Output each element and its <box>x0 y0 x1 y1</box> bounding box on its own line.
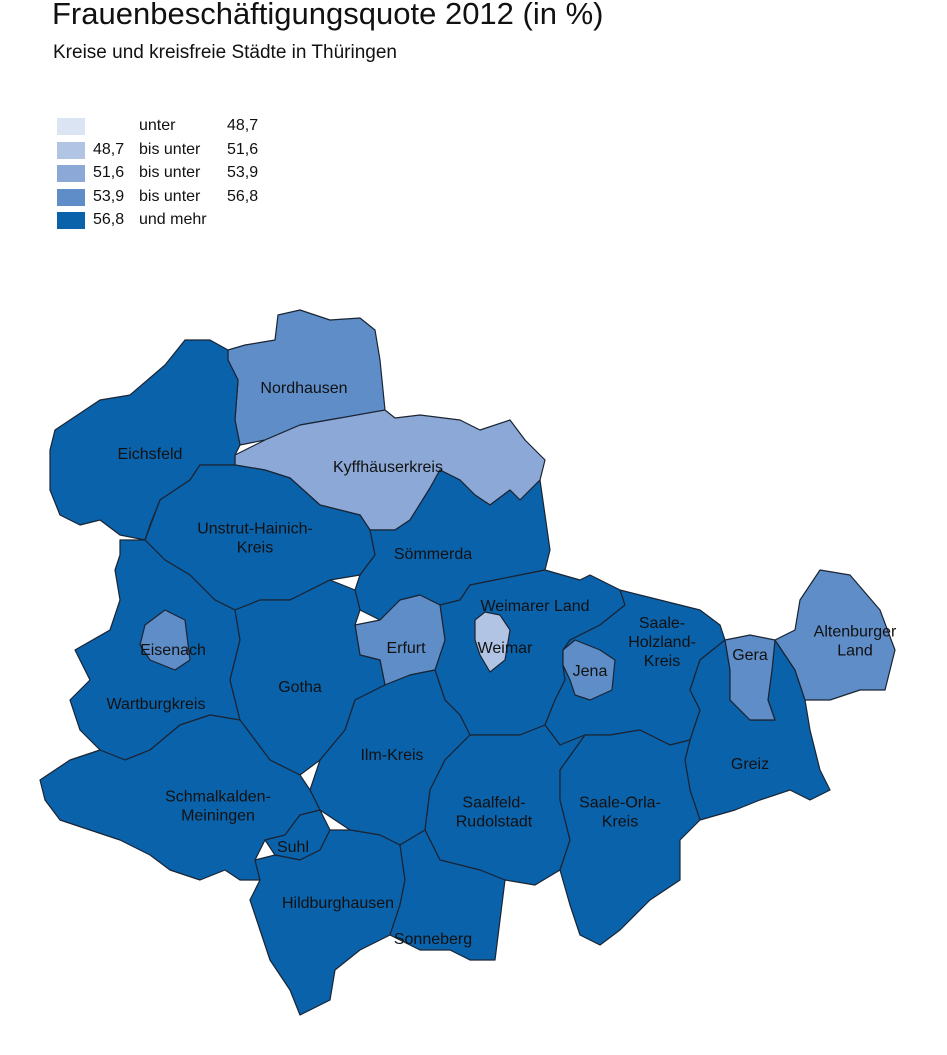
region-label-saale-orla-kreis: Kreis <box>602 814 638 831</box>
region-label-erfurt: Erfurt <box>386 640 426 657</box>
legend-mid: bis unter <box>139 187 201 205</box>
region-label-schmalkalden-meiningen: Meiningen <box>181 808 255 825</box>
region-gera <box>724 634 776 721</box>
legend-mid: bis unter <box>139 164 201 181</box>
region-eichsfeld <box>49 339 241 541</box>
legend-to: 48,7 <box>227 117 259 134</box>
legend-item: 48,7 bis unter 51,6 <box>57 140 297 164</box>
legend-from: 48,7 <box>93 140 125 158</box>
page-title: Frauenbeschäftigungsquote 2012 (in %) <box>52 0 604 31</box>
region-label-nordhausen: Nordhausen <box>260 380 347 397</box>
region-label-hildburghausen: Hildburghausen <box>282 895 394 912</box>
legend: unter 48,7 48,7 bis unter 51,6 51,6 bis unte… <box>57 116 297 234</box>
region-label-weimar: Weimar <box>478 640 533 657</box>
legend-from: 53,9 <box>93 187 125 205</box>
legend-swatch <box>57 188 85 206</box>
legend-item: 51,6 bis unter 53,9 <box>57 163 297 187</box>
region-label-altenburger-land: Altenburger <box>814 624 897 641</box>
region-schmalkalden-meiningen <box>39 714 321 881</box>
region-label-weimarer-land: Weimarer Land <box>480 598 589 615</box>
region-label-greiz: Greiz <box>731 756 769 773</box>
region-label-saalfeld-rudolstadt: Rudolstadt <box>456 814 533 831</box>
legend-mid: bis unter <box>139 140 201 158</box>
legend-swatch <box>57 212 85 229</box>
legend-to: 51,6 <box>227 140 259 158</box>
region-label-unstrut-hainich-kreis: Kreis <box>237 540 273 557</box>
legend-item: 53,9 bis unter 56,8 <box>57 187 297 211</box>
region-label-suhl: Suhl <box>277 839 309 856</box>
region-label-altenburger-land: Land <box>837 643 873 660</box>
region-label-saale-holzland-kreis: Saale- <box>639 615 685 632</box>
legend-from: 56,8 <box>93 211 125 228</box>
region-label-saale-holzland-kreis: Holzland- <box>628 634 696 651</box>
legend-mid: unter <box>139 117 176 134</box>
legend-item: 56,8 und mehr <box>57 210 297 234</box>
region-weimar <box>474 611 511 673</box>
region-jena <box>562 639 616 701</box>
region-label-saale-orla-kreis: Saale-Orla- <box>579 795 661 812</box>
region-label-wartburgkreis: Wartburgkreis <box>107 696 206 713</box>
region-saale-orla-kreis <box>559 729 701 946</box>
region-altenburger-land <box>774 569 896 701</box>
region-label-sonneberg: Sonneberg <box>394 931 472 948</box>
legend-swatch <box>57 141 85 159</box>
legend-from: 51,6 <box>93 164 125 181</box>
region-label-jena: Jena <box>573 663 608 680</box>
legend-item: unter 48,7 <box>57 116 297 140</box>
region-label-unstrut-hainich-kreis: Unstrut-Hainich- <box>197 521 313 538</box>
region-label-eisenach: Eisenach <box>140 642 206 659</box>
legend-swatch <box>57 165 85 182</box>
region-label-gera: Gera <box>732 647 768 664</box>
region-hildburghausen <box>249 829 406 1016</box>
region-label-schmalkalden-meiningen: Schmalkalden- <box>165 789 271 806</box>
region-label-saalfeld-rudolstadt: Saalfeld- <box>462 795 525 812</box>
region-label-gotha: Gotha <box>278 679 322 696</box>
legend-swatch <box>57 118 85 135</box>
region-label-ilm-kreis: Ilm-Kreis <box>360 747 423 764</box>
region-label-eichsfeld: Eichsfeld <box>118 446 183 463</box>
legend-mid: und mehr <box>139 211 207 228</box>
region-label-saale-holzland-kreis: Kreis <box>644 653 680 670</box>
legend-to: 53,9 <box>227 164 259 181</box>
legend-to: 56,8 <box>227 187 259 205</box>
region-sonneberg <box>389 829 506 961</box>
region-eisenach <box>139 609 191 671</box>
region-label-soemmerda: Sömmerda <box>394 546 472 563</box>
page-subtitle: Kreise und kreisfreie Städte in Thüringe… <box>53 42 397 63</box>
region-label-kyffhaeuserkreis: Kyffhäuserkreis <box>333 459 443 476</box>
